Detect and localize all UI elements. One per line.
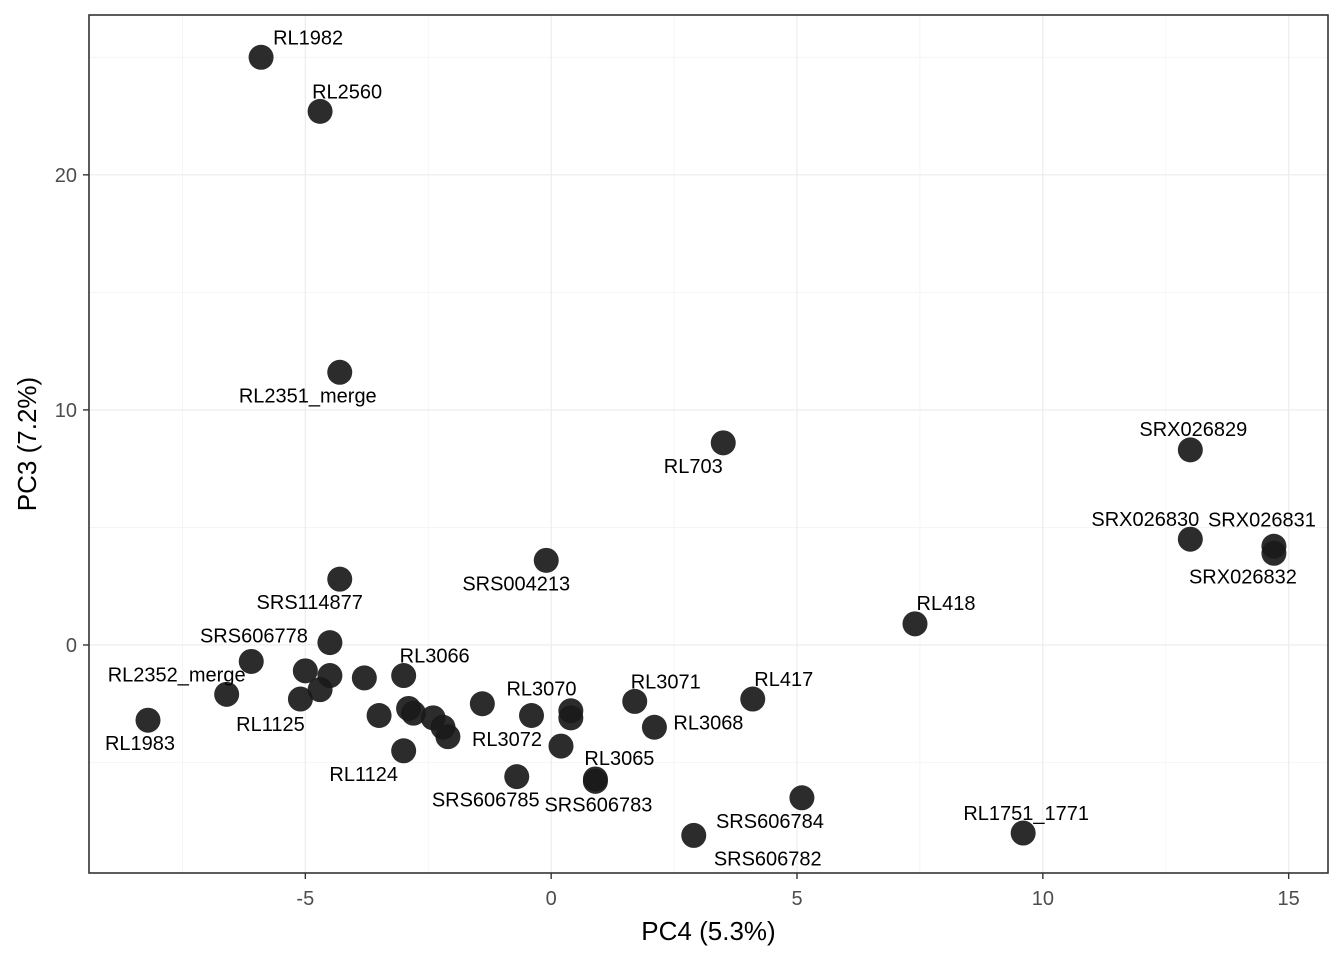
data-point (317, 630, 343, 656)
data-point (902, 611, 928, 637)
y-axis-ticks: 0 10 20 (55, 165, 89, 657)
x-axis-ticks: -5 0 5 10 15 (296, 873, 1300, 910)
data-point (248, 44, 274, 70)
point-label: SRX026831 (1208, 509, 1316, 531)
point-label: RL418 (917, 593, 976, 615)
data-point (327, 359, 353, 385)
x-tick-label: -5 (296, 888, 314, 910)
data-point (622, 688, 648, 714)
data-point (1177, 526, 1203, 552)
point-label: RL3065 (584, 748, 654, 770)
x-axis-title: PC4 (5.3%) (641, 916, 775, 946)
point-label: SRS004213 (462, 573, 570, 595)
point-label: RL1751_1771 (963, 803, 1089, 825)
point-label: SRX026830 (1091, 509, 1199, 531)
y-tick-label: 20 (55, 165, 77, 187)
data-point (292, 658, 318, 684)
point-label: RL1124 (329, 764, 398, 786)
point-label: SRX026832 (1189, 566, 1297, 588)
point-label: SRS606783 (544, 794, 652, 816)
data-point (519, 703, 544, 729)
point-label: RL2560 (312, 81, 382, 103)
data-point (1261, 540, 1287, 566)
point-label: SRS606782 (714, 848, 822, 870)
data-point (548, 733, 574, 759)
major-gridlines (89, 15, 1328, 873)
data-point (1010, 820, 1036, 846)
data-point (789, 785, 815, 811)
data-points (135, 44, 1287, 848)
data-point (740, 686, 766, 712)
data-point (582, 768, 608, 794)
point-label: RL703 (664, 456, 723, 478)
point-label: SRS114877 (257, 592, 363, 614)
data-point (351, 665, 377, 691)
data-point (681, 822, 707, 848)
x-tick-label: 0 (546, 888, 557, 910)
data-point (1177, 437, 1203, 463)
point-label: RL2352_merge (108, 664, 246, 686)
point-label: SRS606785 (432, 790, 540, 812)
y-axis-title: PC3 (7.2%) (12, 377, 42, 511)
data-point (307, 98, 333, 124)
data-point (558, 705, 584, 731)
minor-gridlines (89, 15, 1328, 873)
data-point (533, 547, 559, 573)
data-point (401, 700, 426, 726)
data-point (710, 430, 736, 456)
point-label: RL1983 (105, 733, 175, 755)
point-labels: RL1982 RL2560 RL2351_merge RL703 SRX026829 SR… (105, 27, 1316, 870)
plot-panel-border (88, 14, 1329, 874)
data-point (327, 566, 353, 592)
point-label: SRX026829 (1139, 419, 1247, 441)
point-label: RL3072 (472, 729, 542, 751)
data-point (391, 663, 417, 689)
x-tick-label: 10 (1032, 888, 1054, 910)
data-point (391, 738, 417, 764)
point-label: SRS606784 (716, 811, 824, 833)
data-point (435, 724, 461, 750)
point-label: RL3068 (673, 712, 743, 734)
point-label: RL417 (754, 669, 813, 691)
point-label: SRS606778 (200, 626, 308, 648)
data-point (287, 686, 313, 712)
point-label: RL3071 (631, 671, 701, 693)
point-label: RL2351_merge (239, 385, 377, 407)
point-label: RL3066 (400, 646, 470, 668)
y-tick-label: 0 (66, 635, 77, 657)
point-label: RL1125 (236, 714, 305, 736)
point-label: RL1982 (273, 27, 343, 49)
data-point (135, 707, 161, 733)
data-point (469, 691, 495, 717)
x-tick-label: 5 (791, 888, 802, 910)
y-tick-label: 10 (55, 400, 77, 422)
data-point (366, 703, 392, 729)
x-tick-label: 15 (1278, 888, 1300, 910)
data-point (307, 677, 333, 703)
data-point (238, 648, 264, 674)
data-point (504, 764, 530, 790)
data-point (214, 681, 240, 707)
data-point (641, 714, 667, 740)
point-label: RL3070 (506, 679, 576, 701)
